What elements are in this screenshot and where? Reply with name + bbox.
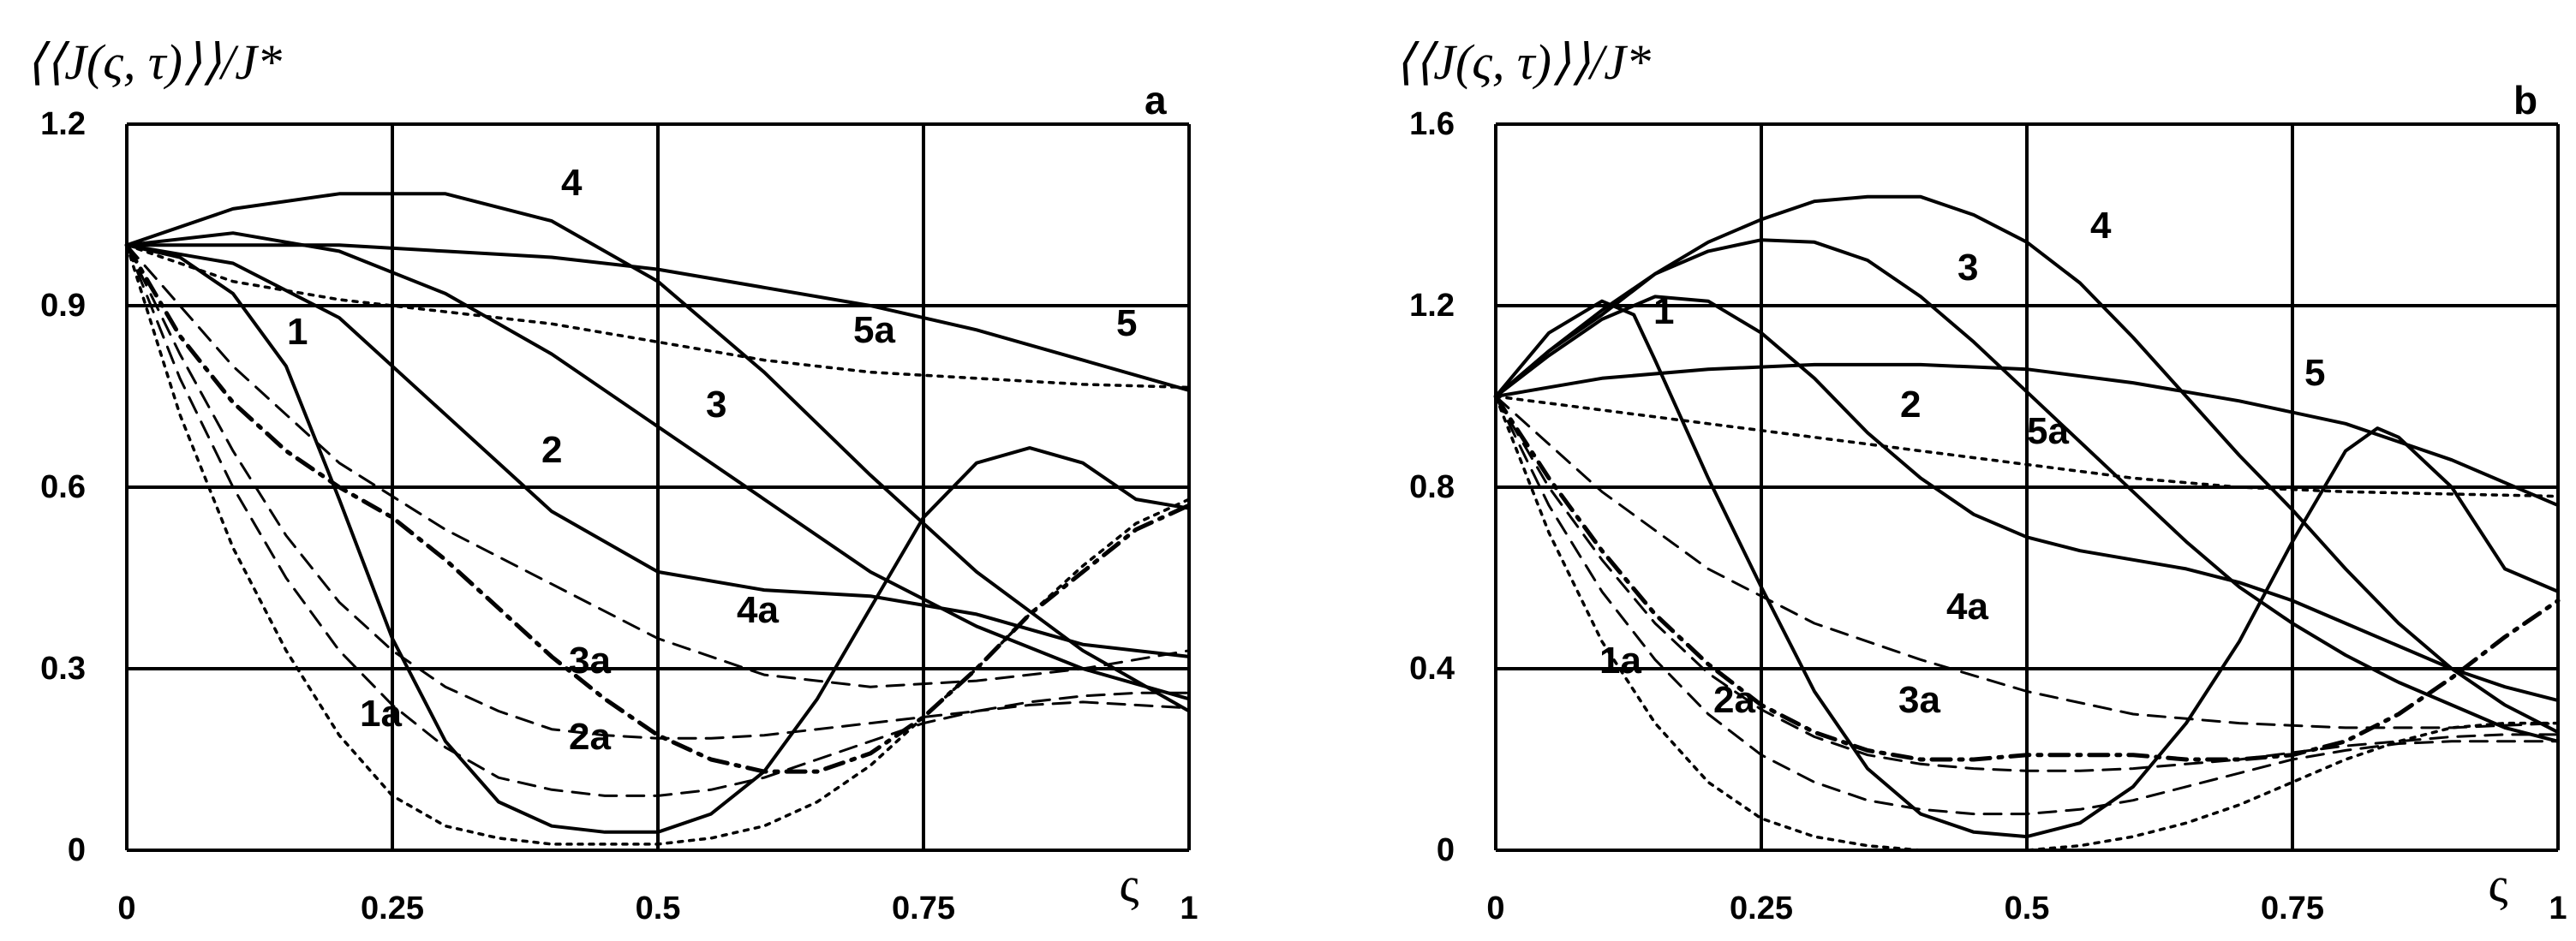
y-tick-label: 1.2 [1409, 288, 1455, 324]
curve-label: 3 [1957, 247, 1978, 289]
x-tick-label: 0.5 [2005, 890, 2050, 926]
series-line-2a [1494, 395, 2560, 816]
y-tick-label: 0 [68, 832, 86, 868]
y-tick-label: 1.2 [40, 106, 86, 142]
y-tick-label: 1.6 [1409, 106, 1455, 142]
curve-label: 4 [561, 162, 583, 204]
x-tick-label: 0 [117, 890, 135, 926]
x-tick-label: 0.25 [1730, 890, 1793, 926]
series-line-4a [125, 243, 1191, 688]
y-tick-label: 0.6 [40, 469, 86, 505]
curve-label: 4a [737, 589, 779, 631]
curve-label: 2 [1900, 384, 1921, 426]
series-line-4a [1494, 395, 2560, 730]
y-axis-label: ⟨⟨J(ς, τ)⟩⟩/J* [26, 34, 282, 90]
series-line-4 [125, 192, 1191, 713]
curve-label: 4a [1946, 586, 1988, 628]
curve-label: 1a [1599, 640, 1641, 682]
series-line-1 [1494, 299, 2560, 839]
series-line-5 [125, 243, 1191, 392]
curve-label: 5 [2304, 352, 2325, 394]
series-line-1 [125, 243, 1191, 834]
curve-label: 5a [2027, 410, 2069, 452]
y-tick-label: 0 [1437, 832, 1455, 868]
curve-label: 5a [853, 309, 895, 351]
curve-label: 1 [287, 311, 308, 353]
x-tick-label: 0.5 [636, 890, 681, 926]
x-axis-label: ς [1120, 857, 1139, 913]
series-line-1a [1494, 395, 2560, 852]
series-line-3a [125, 243, 1191, 740]
series-line-2a [125, 243, 1191, 797]
x-tick-label: 1 [1180, 890, 1198, 926]
y-tick-label: 0.8 [1409, 469, 1455, 505]
panel-letter: b [2513, 78, 2537, 122]
y-axis-label: ⟨⟨J(ς, τ)⟩⟩/J* [1395, 34, 1651, 90]
series-line-dashdot [1493, 394, 2561, 762]
series-line-dashdot [124, 242, 1192, 774]
series-line-4 [1494, 194, 2560, 735]
panel-letter: a [1145, 78, 1167, 122]
series-line-5 [1494, 362, 2560, 508]
series-line-5a [1494, 395, 2560, 498]
y-tick-label: 0.9 [40, 288, 86, 324]
x-tick-label: 1 [2549, 890, 2567, 926]
curve-label: 2 [541, 429, 562, 471]
curve-label: 5 [1116, 302, 1137, 344]
y-tick-label: 0.3 [40, 651, 86, 687]
curve-label: 3a [1898, 679, 1940, 721]
y-tick-label: 0.4 [1409, 651, 1455, 687]
series-line-2 [1494, 295, 2560, 703]
curve-label: 1a [360, 693, 402, 735]
panel-a: 0 0.25 0.5 0.75 1 0 0.3 0.6 0.9 1.2 ⟨⟨J(ς, τ)⟩⟩/J*… [26, 34, 1198, 926]
curve-label: 3 [706, 384, 726, 426]
x-tick-label: 0.75 [2261, 890, 2324, 926]
series-line-3a [1494, 395, 2560, 772]
x-axis-label: ς [2489, 857, 2508, 913]
x-tick-label: 0.75 [892, 890, 955, 926]
panel-b: 0 0.25 0.5 0.75 1 0 0.4 0.8 1.2 1.6 ⟨⟨J(ς, τ)⟩⟩/J*… [1395, 34, 2567, 926]
series-line-2 [125, 243, 1191, 658]
curve-label: 4 [2090, 205, 2112, 247]
x-tick-label: 0.25 [361, 890, 424, 926]
curve-label: 2a [569, 716, 611, 758]
x-tick-label: 0 [1486, 890, 1504, 926]
series-line-3 [1494, 238, 2560, 743]
